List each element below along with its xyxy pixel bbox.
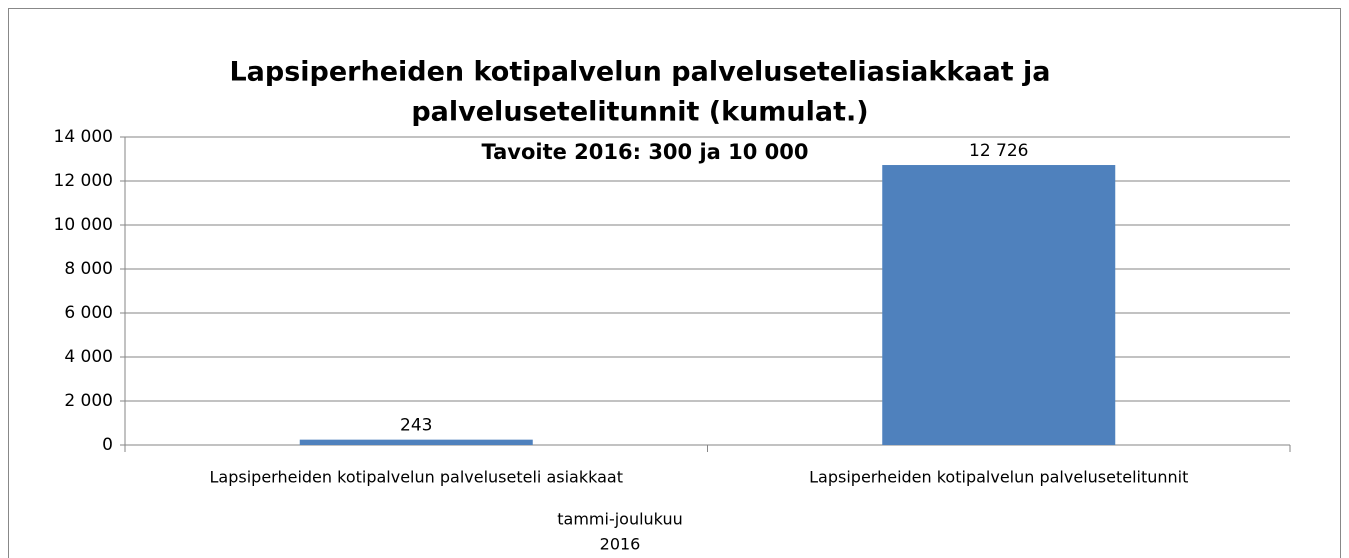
x-tick-label: Lapsiperheiden kotipalvelun palvelusetel… <box>210 468 623 487</box>
x-axis-label: tammi-joulukuu <box>557 510 682 529</box>
y-tick-label: 2 000 <box>64 391 113 411</box>
data-label: 12 726 <box>969 141 1028 161</box>
y-tick-label: 10 000 <box>54 215 113 235</box>
y-tick-label: 12 000 <box>54 171 113 191</box>
y-tick-label: 8 000 <box>64 259 113 279</box>
chart-title: Lapsiperheiden kotipalvelun palvelusetel… <box>229 57 1050 88</box>
y-tick-label: 0 <box>102 435 113 455</box>
x-tick-label: Lapsiperheiden kotipalvelun palvelusetel… <box>809 468 1188 487</box>
y-tick-label: 6 000 <box>64 303 113 323</box>
y-tick-label: 14 000 <box>54 127 113 147</box>
chart-title: palvelusetelitunnit (kumulat.) <box>411 97 868 128</box>
x-axis-label: 2016 <box>600 535 641 554</box>
bar <box>882 165 1116 445</box>
bar <box>299 439 533 445</box>
chart-frame <box>8 8 1341 558</box>
data-label: 243 <box>400 416 432 436</box>
annotation: Tavoite 2016: 300 ja 10 000 <box>481 140 808 164</box>
y-tick-label: 4 000 <box>64 347 113 367</box>
